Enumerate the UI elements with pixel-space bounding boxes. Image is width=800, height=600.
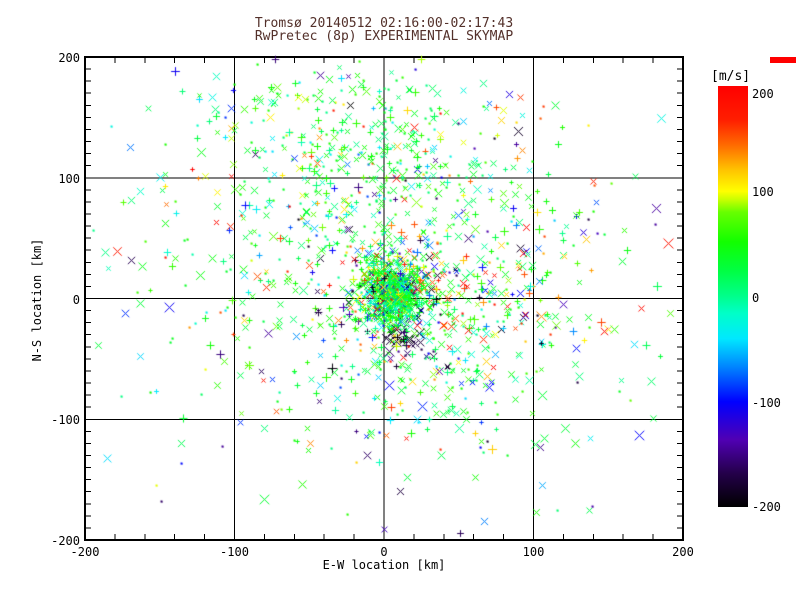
colorbar-tick-label: 100 bbox=[752, 185, 774, 200]
y-tick-label: -200 bbox=[51, 534, 80, 548]
x-axis-title: E-W location [km] bbox=[322, 558, 446, 572]
x-tick-label: -200 bbox=[70, 545, 100, 559]
colorbar-unit-label: [m/s] bbox=[711, 69, 751, 84]
colorbar-tick-label: -100 bbox=[752, 395, 781, 410]
colorbar-tick-label: 200 bbox=[752, 87, 774, 101]
y-tick-label: 100 bbox=[58, 171, 80, 186]
y-tick-label: -100 bbox=[51, 413, 80, 428]
y-tick-label: 0 bbox=[72, 292, 80, 307]
y-tick-label: 200 bbox=[58, 51, 80, 65]
plot-title-line2: RwPretec (8p) EXPERIMENTAL SKYMAP bbox=[254, 29, 514, 44]
x-tick-label: -100 bbox=[220, 545, 249, 559]
x-tick-label: 200 bbox=[672, 545, 694, 559]
x-tick-label: 0 bbox=[380, 545, 388, 559]
plot-title-block: Tromsø 20140512 02:16:00-02:17:43 RwPret… bbox=[85, 17, 683, 43]
velocity-colorbar bbox=[718, 86, 748, 507]
colorbar-overflow-marker bbox=[770, 57, 796, 63]
colorbar-tick-label: -200 bbox=[752, 500, 781, 514]
colorbar-tick-label: 0 bbox=[752, 290, 760, 305]
x-tick-label: 100 bbox=[522, 545, 545, 559]
